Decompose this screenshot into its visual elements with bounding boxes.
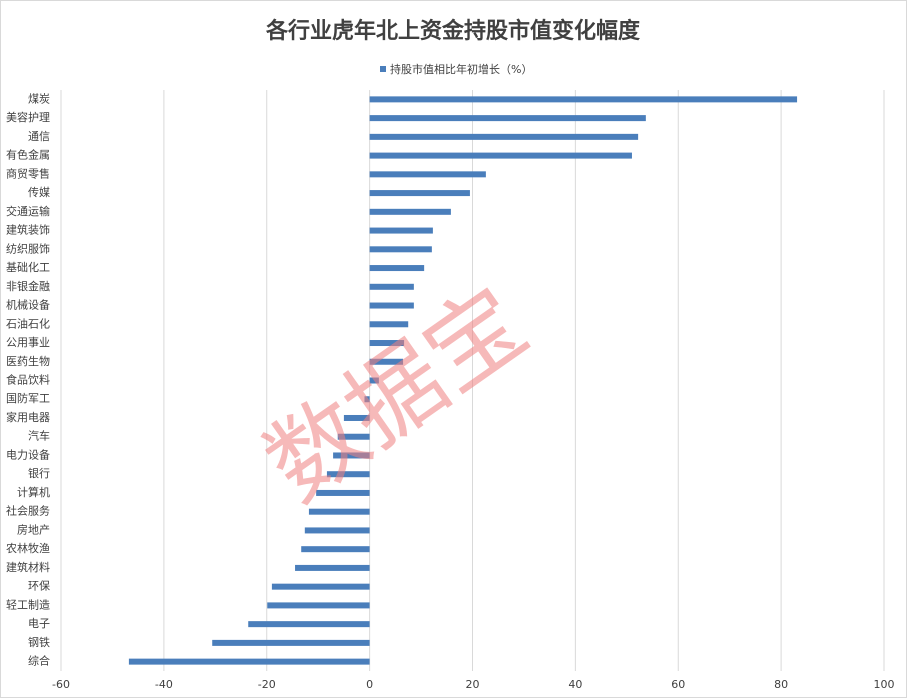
bar: [212, 639, 370, 646]
y-tick-label: 计算机: [17, 485, 50, 499]
bar: [308, 508, 370, 515]
y-tick-label: 有色金属: [6, 148, 50, 162]
y-tick-label: 食品饮料: [6, 373, 50, 387]
y-tick-label: 建筑材料: [6, 560, 50, 574]
x-tick-label: 100: [874, 678, 895, 691]
y-tick-label: 传媒: [28, 186, 50, 199]
bar: [369, 227, 433, 234]
bar: [369, 321, 409, 328]
y-tick-label: 综合: [28, 654, 50, 668]
chart-title: 各行业虎年北上资金持股市值变化幅度: [265, 18, 641, 44]
x-tick-label: -20: [258, 678, 276, 691]
y-tick-label: 纺织服饰: [6, 241, 50, 255]
x-tick-label: 40: [568, 678, 582, 691]
bar: [369, 190, 470, 197]
y-tick-label: 煤炭: [28, 92, 50, 105]
y-tick-label: 商贸零售: [6, 166, 50, 180]
y-tick-label: 社会服务: [6, 504, 50, 518]
legend-label: 持股市值相比年初增长（%）: [390, 62, 532, 76]
bar: [369, 115, 646, 122]
y-tick-label: 电力设备: [6, 447, 50, 461]
y-tick-label: 银行: [28, 466, 50, 480]
bar: [369, 358, 404, 365]
bar: [369, 171, 486, 178]
y-tick-label: 公用事业: [6, 336, 50, 349]
bar: [369, 133, 639, 140]
bar: [364, 396, 370, 403]
bar: [326, 471, 370, 478]
bar: [304, 527, 370, 534]
bar: [369, 208, 451, 215]
bar: [333, 452, 370, 459]
y-tick-label: 非银金融: [6, 279, 50, 293]
y-tick-label: 石油石化: [6, 316, 50, 330]
bar: [369, 302, 414, 309]
bar: [295, 564, 370, 571]
bar: [369, 246, 432, 253]
x-tick-label: 60: [671, 678, 685, 691]
bar: [301, 546, 370, 553]
y-tick-label: 交通运输: [6, 204, 50, 218]
y-tick-label: 国防军工: [6, 391, 50, 405]
bar: [128, 658, 370, 665]
bar: [316, 489, 370, 496]
bar: [248, 621, 370, 628]
bar: [343, 414, 370, 421]
y-tick-label: 建筑装饰: [6, 223, 50, 237]
y-tick-label: 电子: [28, 617, 50, 630]
y-tick-label: 房地产: [17, 522, 50, 536]
x-tick-label: -40: [155, 678, 173, 691]
y-tick-label: 医药生物: [6, 354, 50, 368]
bar: [369, 340, 405, 347]
bar: [271, 583, 370, 590]
bar: [369, 283, 414, 290]
y-tick-label: 通信: [28, 130, 50, 143]
y-tick-label: 钢铁: [28, 636, 50, 649]
x-tick-label: 20: [466, 678, 480, 691]
y-tick-label: 美容护理: [6, 110, 50, 124]
y-tick-label: 机械设备: [6, 298, 50, 312]
x-tick-label: 80: [774, 678, 788, 691]
y-tick-label: 轻工制造: [6, 597, 50, 611]
bar: [369, 152, 632, 159]
x-tick-label: -60: [52, 678, 70, 691]
bar: [267, 602, 370, 609]
y-tick-label: 汽车: [28, 429, 50, 443]
bar: [369, 96, 798, 103]
y-tick-label: 农林牧渔: [6, 541, 50, 555]
y-tick-label: 基础化工: [6, 260, 50, 274]
bar: [369, 377, 379, 384]
bar: [369, 265, 425, 272]
legend-swatch: [380, 66, 386, 72]
bar: [337, 433, 370, 440]
y-tick-label: 家用电器: [6, 410, 50, 424]
y-tick-label: 环保: [28, 579, 50, 593]
x-tick-label: 0: [366, 678, 373, 691]
